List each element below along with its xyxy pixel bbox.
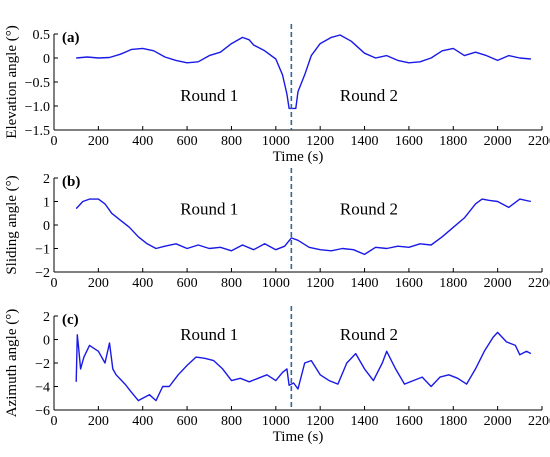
x-tick-label: 600 — [177, 134, 198, 149]
x-tick-label: 1000 — [262, 414, 290, 429]
chart-panel-1: 0 200 400 600 800 1000 1200 1400 1600 1800 2000 220… — [4, 24, 550, 165]
x-tick-label: 600 — [177, 414, 198, 429]
y-tick-label: −1.0 — [25, 100, 50, 115]
x-tick-label: 400 — [132, 414, 153, 429]
chart-panel-3: 0 200 400 600 800 1000 1200 1400 1600 1800 2000 220… — [4, 306, 550, 445]
series-line — [76, 34, 531, 110]
x-tick-label: 2200 — [528, 134, 550, 149]
y-tick-label: −0.5 — [25, 76, 50, 91]
y-axis-label: Elevation angle (°) — [4, 25, 20, 138]
y-tick-label: −6 — [35, 404, 50, 419]
x-tick-label: 400 — [132, 134, 153, 149]
y-tick-label: 2 — [43, 172, 50, 187]
round-annotation: Round 1 — [180, 199, 238, 218]
x-tick-label: 2000 — [484, 276, 512, 291]
x-tick-label: 1200 — [306, 276, 334, 291]
round-annotation: Round 1 — [180, 325, 238, 344]
series-line — [75, 331, 532, 402]
x-tick-label: 200 — [88, 134, 109, 149]
x-tick-label: 1200 — [306, 414, 334, 429]
x-tick-label: 1200 — [306, 134, 334, 149]
y-tick-label: −4 — [35, 381, 50, 396]
x-tick-label: 400 — [132, 276, 153, 291]
x-tick-label: 800 — [221, 276, 242, 291]
x-tick-label: 2200 — [528, 276, 550, 291]
panel-label: (a) — [62, 30, 80, 46]
x-tick-label: 800 — [221, 134, 242, 149]
round-annotation: Round 2 — [340, 86, 398, 105]
x-tick-label: 0 — [51, 414, 58, 429]
x-tick-label: 2000 — [484, 414, 512, 429]
x-tick-label: 2000 — [484, 134, 512, 149]
x-tick-label: 800 — [221, 414, 242, 429]
round-annotation: Round 2 — [340, 199, 398, 218]
x-tick-label: 200 — [88, 276, 109, 291]
round-annotation: Round 2 — [340, 325, 398, 344]
chart-panel-2: 0 200 400 600 800 1000 1200 1400 1600 1800 2000 220… — [4, 168, 550, 291]
y-tick-label: 0 — [43, 219, 50, 234]
y-tick-label: 0 — [43, 52, 50, 67]
y-tick-label: 1 — [43, 196, 50, 211]
x-tick-label: 0 — [51, 134, 58, 149]
x-tick-label: 0 — [51, 276, 58, 291]
x-tick-label: 2200 — [528, 414, 550, 429]
x-tick-label: 1600 — [395, 414, 423, 429]
x-tick-label: 1800 — [439, 414, 467, 429]
x-tick-label: 1800 — [439, 276, 467, 291]
x-tick-label: 1600 — [395, 276, 423, 291]
round-annotation: Round 1 — [180, 86, 238, 105]
x-tick-label: 1400 — [351, 414, 379, 429]
series-line — [75, 198, 532, 256]
x-tick-label: 200 — [88, 414, 109, 429]
y-tick-label: −1 — [35, 243, 50, 258]
x-tick-label: 600 — [177, 276, 198, 291]
panel-label: (b) — [62, 174, 80, 190]
y-tick-label: −2 — [35, 357, 50, 372]
x-tick-label: 1400 — [351, 276, 379, 291]
y-tick-label: 2 — [43, 310, 50, 325]
y-axis-label: Sliding angle (°) — [4, 175, 20, 274]
x-tick-label: 1400 — [351, 134, 379, 149]
y-tick-label: −2 — [35, 266, 50, 281]
y-tick-label: 0.5 — [33, 28, 51, 43]
y-axis-label: Azimuth angle (°) — [4, 309, 20, 417]
panel-label: (c) — [62, 312, 79, 328]
x-tick-label: 1600 — [395, 134, 423, 149]
x-axis-label: Time (s) — [273, 149, 324, 165]
x-axis-label: Time (s) — [273, 429, 324, 445]
x-tick-label: 1800 — [439, 134, 467, 149]
x-tick-label: 1000 — [262, 134, 290, 149]
y-tick-label: 0 — [43, 334, 50, 349]
y-tick-label: −1.5 — [25, 124, 50, 139]
x-tick-label: 1000 — [262, 276, 290, 291]
